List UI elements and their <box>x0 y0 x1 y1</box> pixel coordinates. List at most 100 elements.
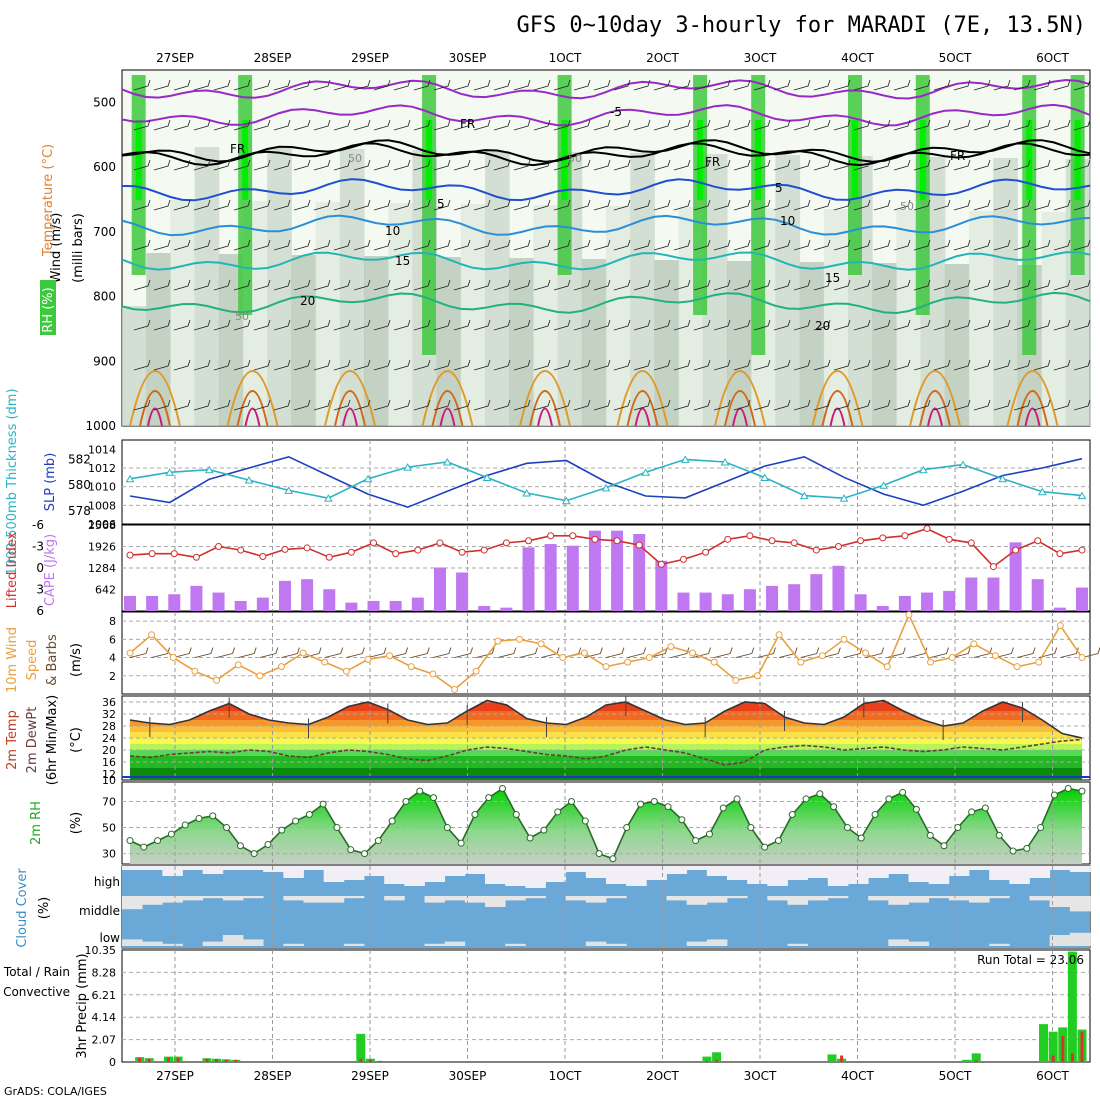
rh-contour-label: 50 <box>348 152 362 165</box>
wind-barb <box>793 239 811 251</box>
surface-wind-barb <box>216 647 235 658</box>
precip-convective-bar <box>224 1059 228 1062</box>
isotherm-line <box>121 139 1091 163</box>
wind-barb <box>233 79 251 91</box>
thickness-line-point <box>244 476 254 484</box>
lifted-index-cape-panel: -6 -3 0 3 6 2568 1926 1284 642 Lifted Index CAPE (… <box>5 518 1091 618</box>
wind-speed-line-point <box>970 640 978 648</box>
precip-tick: 0 <box>109 1056 116 1069</box>
wind-barb <box>553 319 571 331</box>
wind-barb <box>313 199 331 211</box>
low-cloud-gap <box>424 943 446 946</box>
rh-peak-plume <box>135 120 142 200</box>
wind-barb <box>253 119 271 131</box>
cape-bar <box>1009 542 1022 611</box>
2m-rh-line-point <box>650 798 658 806</box>
wind-barb <box>233 159 251 171</box>
lifted-index-line-point <box>1078 546 1086 554</box>
wind-barb <box>473 239 491 251</box>
isotherm-label: 5 <box>775 181 783 195</box>
wind-barb <box>453 199 471 211</box>
thickness-line-point <box>442 457 452 466</box>
wind-barb <box>673 399 691 411</box>
temp-tick: 36 <box>102 696 116 709</box>
wind-barb <box>453 359 471 371</box>
high-cloud-gap <box>565 866 587 872</box>
2m-rh-line-point <box>181 821 189 829</box>
wind-barb <box>693 79 711 91</box>
cape-bar <box>943 590 956 611</box>
bottom-date-label: 5OCT <box>939 1069 972 1083</box>
wind-barb <box>793 279 811 291</box>
2m-rh-line-point <box>250 850 258 858</box>
wind-barb <box>313 279 331 291</box>
wind-barb <box>693 359 711 371</box>
wind-barb <box>733 199 751 211</box>
wind-barb <box>213 279 231 291</box>
wind-speed-line-point <box>667 643 675 651</box>
temp-axis-units: (°C) <box>69 727 84 753</box>
wind-barb <box>313 119 331 131</box>
mid-cloud-gap <box>1049 896 1071 907</box>
mid-cloud-gap <box>424 896 446 903</box>
top-date-label: 30SEP <box>449 51 487 65</box>
wind-barb <box>693 119 711 131</box>
wind-barb <box>873 159 891 171</box>
wind-barb <box>873 239 891 251</box>
cape-bar <box>1053 607 1066 611</box>
wind-barb <box>893 159 911 171</box>
wind-barb <box>393 239 411 251</box>
surface-wind-barb <box>995 647 1014 658</box>
surface-wind-barb <box>129 647 149 658</box>
wind-barb <box>373 159 391 171</box>
wind-barb <box>373 279 391 291</box>
wind-barb <box>1073 399 1091 411</box>
low-cloud-gap <box>706 939 728 946</box>
wind-barb <box>513 239 531 251</box>
wind-barb <box>873 359 891 371</box>
surface-wind-barb <box>519 647 538 658</box>
thickness-line-point <box>799 491 809 500</box>
wind-barb <box>573 319 591 331</box>
lifted-index-tick: -3 <box>32 540 44 554</box>
wind-barb <box>173 239 191 251</box>
wind-barb <box>353 119 371 131</box>
wind-barb <box>673 79 691 91</box>
mid-cloud-gap <box>162 896 183 903</box>
wind-barb <box>753 79 771 91</box>
thickness-line-point <box>323 494 333 502</box>
high-cloud-gap <box>928 866 950 884</box>
thickness-line-point <box>720 457 730 466</box>
rh-peak-plume <box>426 120 433 200</box>
wind-barb <box>293 79 311 91</box>
wind-speed-line-point <box>1056 622 1064 630</box>
wind-barb <box>933 119 951 131</box>
precip-total-bar <box>827 1054 837 1062</box>
wind-barb <box>493 279 511 291</box>
wind-barb <box>693 159 711 171</box>
rh-shading-band <box>460 204 486 426</box>
rh-shading-band <box>823 209 849 426</box>
2m-rh-line-point <box>333 824 341 832</box>
wind-speed-line-point <box>234 661 242 669</box>
lifted-index-line-point <box>879 534 887 542</box>
wind-barb <box>193 239 211 251</box>
rh-shading-band <box>872 263 897 426</box>
mid-cloud-gap <box>343 896 365 899</box>
mid-cloud-gap <box>202 896 224 899</box>
wind-barb <box>1013 359 1031 371</box>
wind-barb <box>273 359 291 371</box>
low-cloud-gap <box>505 943 526 946</box>
wind-barb <box>773 119 791 131</box>
wind-barb <box>193 359 211 371</box>
surface-wind-barb <box>908 647 928 658</box>
wind-barb <box>793 79 811 91</box>
wind-barb <box>273 159 291 171</box>
wind-barb <box>533 279 551 291</box>
wind-barb <box>1053 199 1071 211</box>
wind-barb <box>293 279 311 291</box>
wind-speed-line-point <box>494 637 502 645</box>
wind-barb <box>353 399 371 411</box>
wind-barb <box>793 399 811 411</box>
wind-barb <box>873 319 891 331</box>
